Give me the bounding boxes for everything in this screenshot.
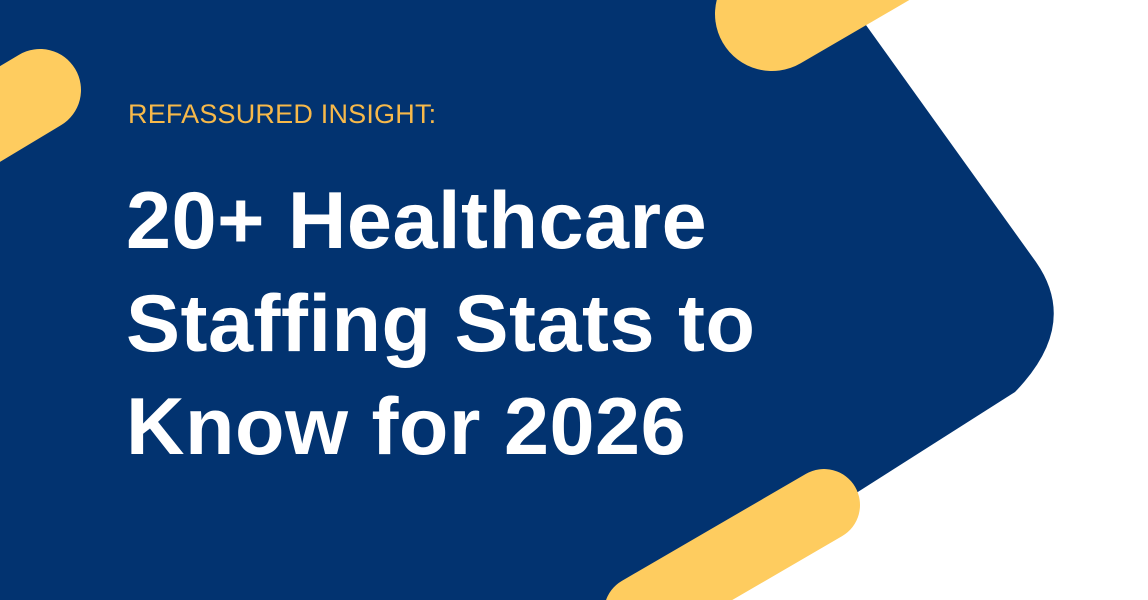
- title-line: Staffing Stats to: [126, 279, 756, 369]
- navy-shape: [0, 0, 1054, 600]
- accent-pill-left: [0, 49, 81, 162]
- title-line: 20+ Healthcare: [126, 176, 708, 266]
- accent-pill-top: [715, 0, 910, 71]
- title-line: Know for 2026: [126, 382, 687, 472]
- page-title: 20+ Healthcare Staffing Stats to Know fo…: [126, 170, 756, 479]
- accent-pill-bottom: [606, 469, 860, 600]
- eyebrow-label: REFASSURED INSIGHT:: [128, 99, 437, 129]
